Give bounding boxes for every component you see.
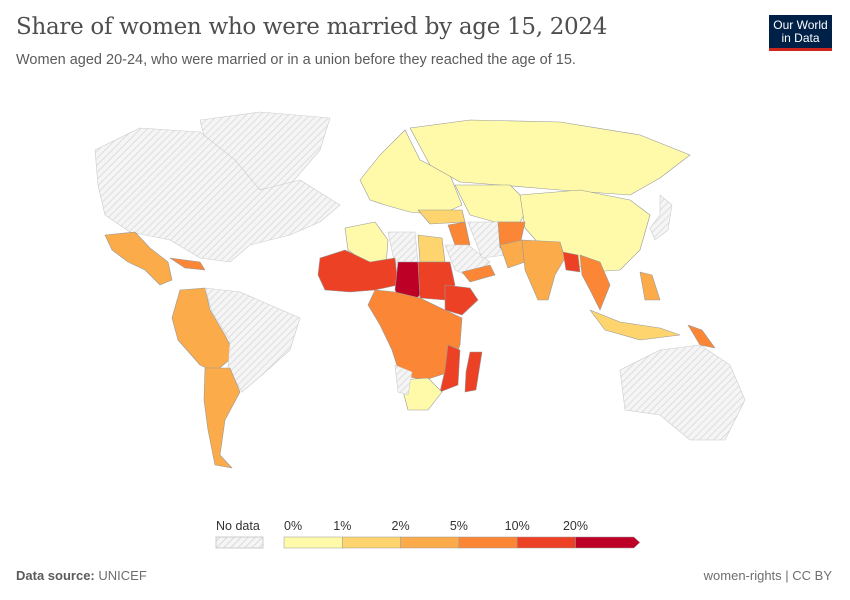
region-yemen[interactable] — [461, 264, 496, 283]
region-australia[interactable] — [619, 344, 746, 441]
region-russia[interactable] — [409, 119, 691, 196]
region-caribbean[interactable] — [169, 257, 206, 271]
region-turkey[interactable] — [417, 209, 466, 225]
world-map — [94, 111, 746, 469]
region-myanmar-thailand[interactable] — [579, 254, 611, 311]
legend-tick-label: 0% — [284, 519, 302, 533]
region-indonesia[interactable] — [589, 309, 681, 341]
legend-no-data-label: No data — [216, 519, 260, 533]
legend-bin-3[interactable] — [458, 536, 518, 549]
region-papua-new-guinea[interactable] — [687, 324, 716, 349]
chart-subtitle: Women aged 20-24, who were married or in… — [16, 52, 576, 68]
region-egypt[interactable] — [417, 234, 446, 263]
legend-tick-label: 2% — [392, 519, 410, 533]
legend-bin-4[interactable] — [516, 536, 576, 549]
region-brazil[interactable] — [204, 287, 301, 393]
region-pakistan[interactable] — [499, 239, 526, 269]
region-argentina[interactable] — [203, 367, 241, 469]
legend-bin-1[interactable] — [342, 536, 401, 549]
region-philippines[interactable] — [639, 271, 661, 301]
region-mozambique[interactable] — [439, 344, 461, 393]
region-madagascar[interactable] — [464, 351, 483, 393]
owid-logo[interactable]: Our World in Data — [769, 15, 832, 51]
region-southern-africa[interactable] — [399, 377, 443, 411]
region-central-asia[interactable] — [454, 184, 531, 223]
legend-no-data-swatch — [215, 536, 264, 549]
region-europe[interactable] — [359, 129, 463, 216]
legend-bin-2[interactable] — [400, 536, 460, 549]
region-namibia[interactable] — [394, 364, 413, 396]
legend-tick-label: 10% — [505, 519, 530, 533]
legend-tick-label: 1% — [333, 519, 351, 533]
legend-tick-label: 20% — [563, 519, 588, 533]
data-source-label: Data source: — [16, 568, 95, 583]
data-source-value[interactable]: UNICEF — [98, 568, 147, 583]
logo-line-2: in Data — [781, 31, 820, 45]
chart-title: Share of women who were married by age 1… — [16, 14, 608, 40]
logo-line-1: Our World — [773, 18, 828, 32]
region-iraq[interactable] — [447, 221, 471, 246]
region-north-america[interactable] — [94, 127, 341, 263]
region-bangladesh[interactable] — [562, 251, 581, 273]
region-colombia-peru-bolivia[interactable] — [171, 287, 236, 373]
legend-bin-0[interactable] — [283, 536, 343, 549]
legend-tick-label: 5% — [450, 519, 468, 533]
region-india[interactable] — [521, 239, 566, 301]
region-japan[interactable] — [649, 194, 673, 241]
region-mali-niger[interactable] — [317, 249, 399, 293]
region-mexico-central-america[interactable] — [104, 231, 173, 286]
region-ethiopia[interactable] — [444, 284, 479, 316]
license[interactable]: women-rights | CC BY — [703, 568, 832, 583]
data-source: Data source: UNICEF — [16, 568, 147, 583]
legend-bin-5[interactable] — [575, 536, 641, 549]
